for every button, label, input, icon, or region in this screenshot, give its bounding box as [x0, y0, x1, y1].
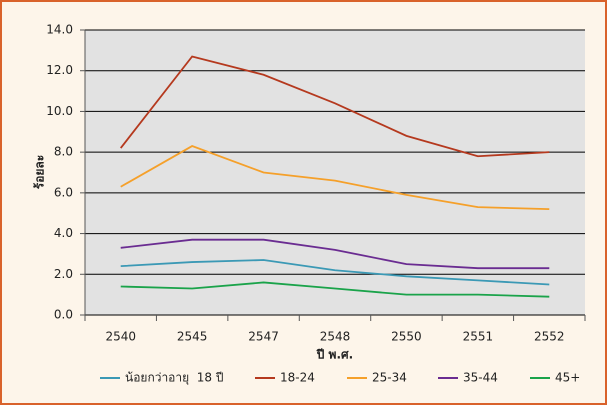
plot-area	[85, 30, 585, 315]
series-line	[120, 145, 550, 211]
series-line	[120, 259, 550, 286]
y-tick-label: 14.0	[46, 23, 73, 37]
y-tick-label: 10.0	[46, 104, 73, 118]
x-tick-label: 2548	[320, 330, 351, 344]
y-tick-label: 8.0	[54, 145, 73, 159]
x-tick-label: 2547	[248, 330, 279, 344]
y-tick-label: 4.0	[54, 226, 73, 240]
legend-label: 35-44	[463, 371, 498, 385]
x-tick-label: 2545	[177, 330, 208, 344]
y-tick-label: 0.0	[54, 308, 73, 322]
series-line	[120, 238, 550, 270]
x-tick-label: 2540	[105, 330, 136, 344]
series-line	[120, 281, 550, 298]
legend-label: 45+	[555, 371, 580, 385]
x-tick-label: 2551	[463, 330, 494, 344]
x-tick-label: 2552	[534, 330, 565, 344]
series-line	[120, 55, 550, 158]
legend-label: 18-24	[280, 371, 315, 385]
x-tick-label: 2550	[391, 330, 422, 344]
x-axis-label: ปี พ.ศ.	[316, 348, 353, 362]
legend-label: 25-34	[372, 371, 407, 385]
y-tick-label: 12.0	[46, 63, 73, 77]
y-tick-label: 6.0	[54, 185, 73, 199]
y-tick-label: 2.0	[54, 267, 73, 281]
legend-label: น้อยกว่าอายุ 18 ปี	[125, 371, 224, 386]
y-axis-label: ร้อยละ	[33, 155, 47, 189]
